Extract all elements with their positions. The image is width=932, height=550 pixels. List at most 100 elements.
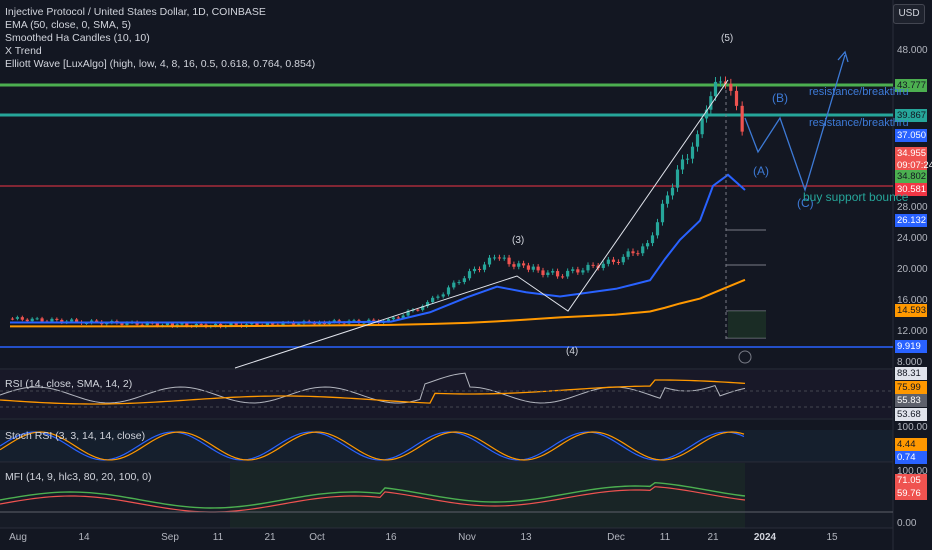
tag-resistance-2: 39.867 [895, 109, 927, 122]
stoch-pane-bg [0, 430, 893, 462]
candle-body [452, 282, 456, 288]
mfi-pane-label[interactable]: MFI (14, 9, hlc3, 80, 20, 100, 0) [5, 471, 152, 483]
candle-body [20, 317, 24, 320]
stoch-d-line [0, 431, 745, 461]
candle-body [718, 81, 723, 83]
stoch-pane-label[interactable]: Stoch RSI (3, 3, 14, 14, close) [5, 430, 146, 442]
tag-xtrend: 37.050 [895, 129, 927, 142]
tag-ha-close: 34.802 [895, 170, 927, 183]
candle-body [581, 270, 585, 273]
candle-body [729, 83, 733, 91]
candle-body [185, 323, 189, 327]
tag-resistance-top: 43.777 [895, 79, 927, 92]
candle-body [60, 319, 64, 323]
mfi-axis-bottom: 0.00 [897, 518, 917, 529]
time-axis-label: 16 [385, 532, 397, 543]
candle-body [636, 253, 640, 255]
stoch-k-line [0, 431, 745, 461]
indicator-ha-candles[interactable]: Smoothed Ha Candles (10, 10) [5, 32, 150, 44]
tag-countdown: 09:07:24 [895, 159, 932, 172]
candle-body [391, 317, 396, 320]
resistance-label-1: resistance/breakthru [809, 86, 909, 98]
candle-body [690, 146, 695, 159]
time-axis-label: 13 [520, 532, 532, 543]
candle-body [50, 318, 54, 322]
mfi-highlight-bg [230, 463, 745, 528]
time-axis-label: Aug [9, 532, 27, 543]
stoch-axis-top: 100.00 [897, 422, 928, 433]
candle-body [660, 203, 665, 223]
indicator-ema[interactable]: EMA (50, close, 0, SMA, 5) [5, 19, 132, 31]
candle-body [526, 265, 531, 270]
support-label: buy support bounce [803, 190, 909, 204]
candle-body [709, 96, 713, 110]
candle-body [512, 264, 516, 267]
indicator-x-trend[interactable]: X Trend [5, 45, 42, 57]
candle-body [406, 310, 410, 316]
candle-body [15, 317, 19, 319]
candle-body [551, 271, 555, 273]
candle-body [95, 320, 99, 322]
rsi-ma-line [0, 379, 746, 405]
candle-body [675, 169, 680, 188]
candle-body [396, 317, 400, 319]
elliott-wave-lines [234, 79, 729, 369]
rsi-pane-label[interactable]: RSI (14, close, SMA, 14, 2) [5, 378, 133, 390]
candle-body [229, 323, 233, 326]
candle-body [436, 296, 440, 298]
candle-body [734, 90, 739, 106]
candle-body [560, 276, 565, 278]
candle-body [497, 257, 502, 259]
time-axis-label: 21 [264, 532, 276, 543]
candle-body [425, 302, 430, 307]
candle-body [84, 322, 89, 324]
candle-body [120, 323, 124, 325]
candle-body [40, 318, 44, 322]
indicator-elliott-wave[interactable]: Elliott Wave [LuxAlgo] (high, low, 4, 8,… [5, 58, 316, 70]
time-axis-label: 15 [826, 532, 838, 543]
candle-body [55, 318, 59, 320]
wave-label-b: (B) [772, 91, 788, 105]
candle-body [155, 323, 159, 327]
candle-body [234, 323, 238, 325]
candle-body [492, 257, 497, 259]
target-box [728, 311, 766, 338]
candle-body [536, 266, 540, 271]
symbol-title[interactable]: Injective Protocol / United States Dolla… [5, 6, 266, 18]
price-axis-label: 16.000 [897, 295, 928, 306]
candle-body [555, 271, 560, 277]
time-axis-label: 11 [212, 532, 224, 543]
candle-body [401, 315, 405, 319]
candle-body [546, 272, 550, 276]
tag-stoch-d: 0.74 [895, 451, 927, 464]
time-axis-label: 21 [707, 532, 719, 543]
candle-body [140, 324, 144, 326]
candle-body [170, 323, 174, 327]
candle-body [25, 319, 29, 322]
candle-body [35, 318, 39, 320]
candle-body [75, 319, 79, 322]
currency-button[interactable]: USD [893, 4, 925, 24]
candle-body [700, 118, 704, 135]
candle-body [30, 318, 34, 322]
candle-body [521, 263, 526, 266]
time-axis-label: 14 [78, 532, 90, 543]
price-axis-label: 20.000 [897, 264, 928, 275]
candle-body [462, 278, 466, 283]
time-axis-label-year: 2024 [753, 532, 777, 543]
candle-body [281, 322, 285, 326]
candle-body [332, 320, 336, 323]
candle-body [431, 297, 435, 303]
tag-blue-level: 9.919 [895, 340, 927, 353]
projected-abc-path [744, 54, 846, 193]
candle-body [10, 318, 15, 320]
price-axis-label: 48.000 [897, 45, 928, 56]
candle-body [740, 105, 744, 132]
chart-legend: Injective Protocol / United States Dolla… [5, 6, 315, 71]
candle-body [416, 309, 420, 311]
candle-body [421, 306, 425, 310]
candle-body [670, 187, 675, 196]
candle-body [650, 235, 655, 244]
wave-label-a: (A) [753, 164, 769, 178]
